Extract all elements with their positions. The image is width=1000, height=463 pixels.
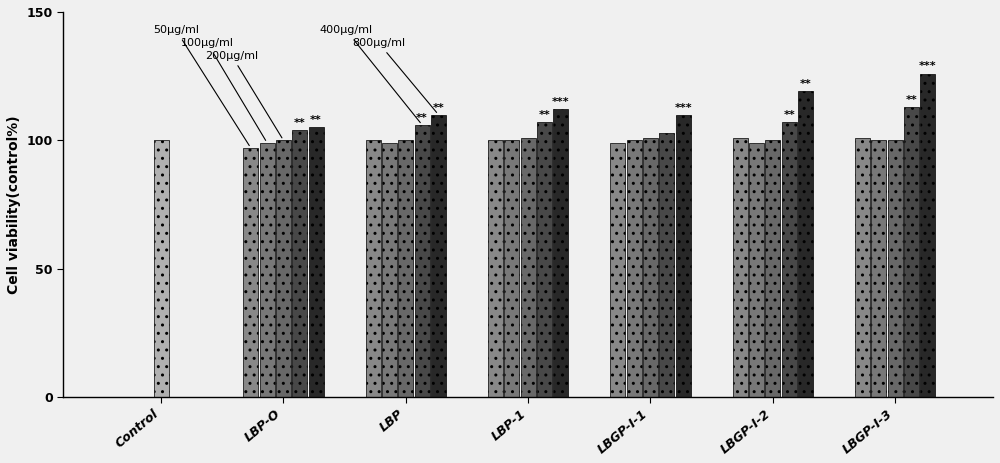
Bar	[782, 122, 797, 397]
Bar	[243, 148, 258, 397]
Bar	[904, 107, 919, 397]
Text: **: **	[539, 110, 550, 120]
Text: 800μg/ml: 800μg/ml	[352, 38, 437, 113]
Text: ***: ***	[674, 102, 692, 113]
Text: 200μg/ml: 200μg/ml	[205, 50, 282, 138]
Bar	[888, 140, 903, 397]
Bar	[309, 127, 324, 397]
Bar	[855, 138, 870, 397]
Bar	[154, 140, 169, 397]
Bar	[749, 143, 764, 397]
Bar	[871, 140, 886, 397]
Text: **: **	[416, 113, 428, 123]
Bar	[521, 138, 536, 397]
Text: **: **	[783, 110, 795, 120]
Bar	[276, 140, 291, 397]
Text: **: **	[294, 118, 306, 128]
Text: ***: ***	[552, 97, 570, 107]
Bar	[798, 92, 813, 397]
Bar	[610, 143, 625, 397]
Text: **: **	[310, 115, 322, 125]
Bar	[431, 114, 446, 397]
Bar	[537, 122, 552, 397]
Bar	[260, 143, 275, 397]
Bar	[366, 140, 381, 397]
Text: **: **	[800, 80, 811, 89]
Bar	[398, 140, 413, 397]
Bar	[643, 138, 658, 397]
Bar	[382, 143, 397, 397]
Text: **: **	[433, 102, 444, 113]
Bar	[676, 114, 691, 397]
Bar	[553, 109, 568, 397]
Bar	[415, 125, 430, 397]
Bar	[627, 140, 642, 397]
Bar	[488, 140, 503, 397]
Bar	[765, 140, 780, 397]
Text: **: **	[906, 95, 917, 105]
Bar	[733, 138, 748, 397]
Text: 50μg/ml: 50μg/ml	[153, 25, 249, 145]
Bar	[659, 132, 674, 397]
Bar	[504, 140, 519, 397]
Text: 400μg/ml: 400μg/ml	[319, 25, 420, 123]
Bar	[292, 130, 307, 397]
Bar	[920, 74, 935, 397]
Text: 100μg/ml: 100μg/ml	[181, 38, 266, 140]
Y-axis label: Cell viability(control%): Cell viability(control%)	[7, 115, 21, 294]
Text: ***: ***	[919, 62, 937, 71]
